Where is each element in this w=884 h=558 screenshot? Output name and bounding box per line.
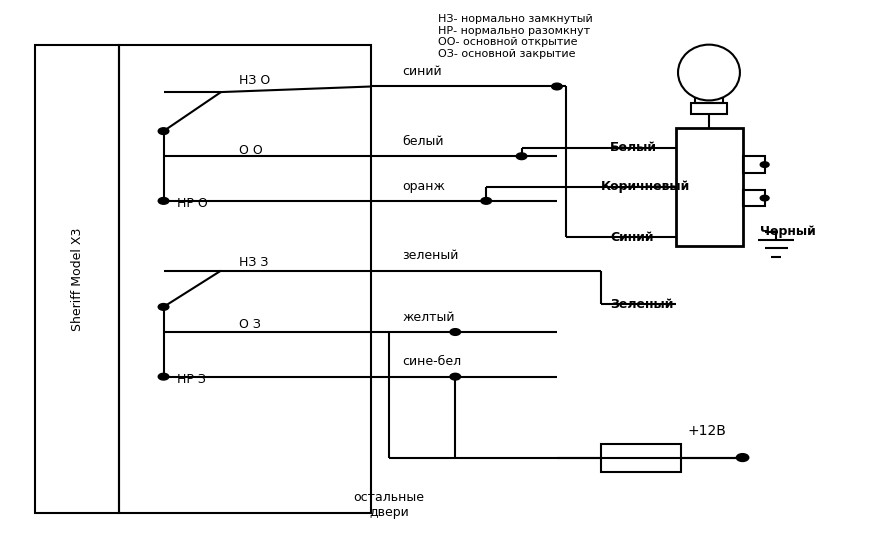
Circle shape xyxy=(158,128,169,134)
Text: НР З: НР З xyxy=(177,373,206,386)
Text: НЗ- нормально замкнутый
НР- нормально разомкнут
ОО- основной открытие
ОЗ- основн: НЗ- нормально замкнутый НР- нормально ра… xyxy=(438,14,592,59)
Ellipse shape xyxy=(678,45,740,100)
Text: Синий: Синий xyxy=(610,230,653,244)
Text: Зеленый: Зеленый xyxy=(610,297,674,311)
Text: Белый: Белый xyxy=(610,141,657,155)
Circle shape xyxy=(450,329,461,335)
Text: НР О: НР О xyxy=(177,197,208,210)
Circle shape xyxy=(516,153,527,160)
Text: зеленый: зеленый xyxy=(402,249,459,262)
Text: Sheriff Model X3: Sheriff Model X3 xyxy=(72,227,84,331)
Text: НЗ З: НЗ З xyxy=(239,256,268,269)
Circle shape xyxy=(552,83,562,90)
Text: желтый: желтый xyxy=(402,311,454,324)
Text: О О: О О xyxy=(239,144,263,157)
Text: Коричневый: Коричневый xyxy=(601,180,690,194)
Text: сине-бел: сине-бел xyxy=(402,355,461,368)
Circle shape xyxy=(736,454,749,461)
Circle shape xyxy=(481,198,492,204)
Text: НЗ О: НЗ О xyxy=(239,74,270,88)
Text: Черный: Черный xyxy=(760,225,816,238)
Text: О З: О З xyxy=(239,318,261,331)
Text: синий: синий xyxy=(402,65,442,78)
Text: +12В: +12В xyxy=(688,424,727,438)
Circle shape xyxy=(158,198,169,204)
Circle shape xyxy=(760,195,769,201)
Circle shape xyxy=(158,373,169,380)
Circle shape xyxy=(760,162,769,167)
Text: оранж: оранж xyxy=(402,180,446,193)
Circle shape xyxy=(158,304,169,310)
Circle shape xyxy=(450,373,461,380)
Text: белый: белый xyxy=(402,135,444,148)
Text: остальные
двери: остальные двери xyxy=(354,491,424,519)
